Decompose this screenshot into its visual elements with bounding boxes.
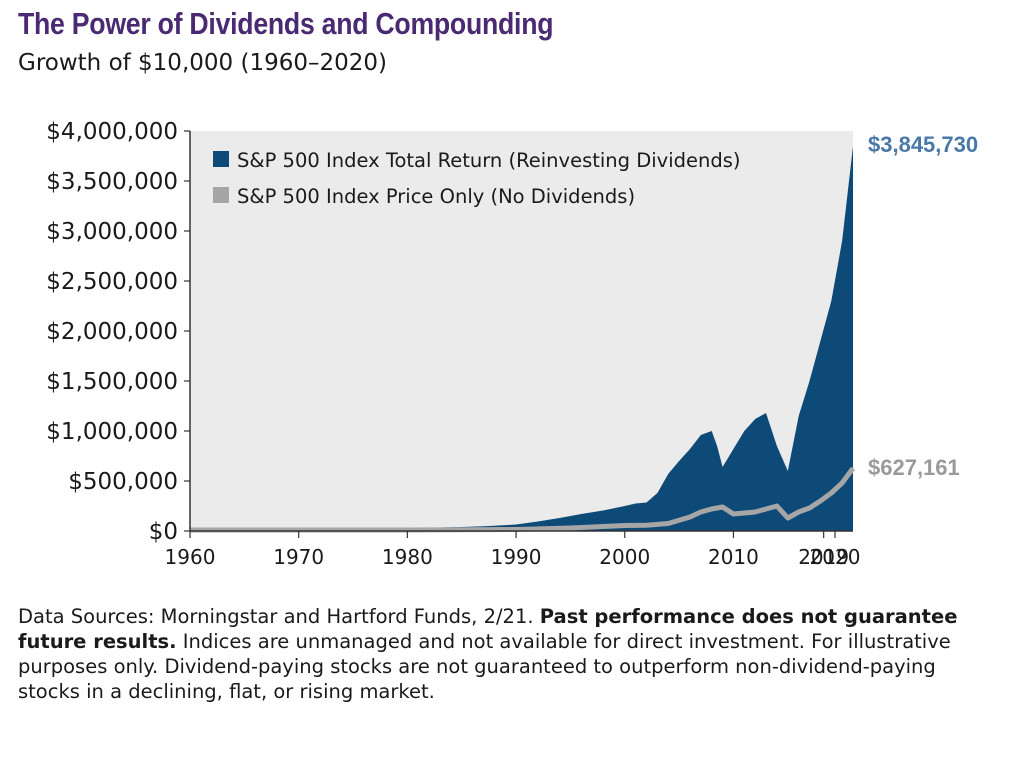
y-tick-label: $3,500,000 (46, 169, 178, 195)
x-tick-label: 1980 (382, 545, 433, 569)
chart-title: The Power of Dividends and Compounding (18, 6, 554, 41)
x-tick-label: 2010 (708, 545, 759, 569)
chart-subtitle: Growth of $10,000 (1960–2020) (18, 50, 387, 76)
y-tick-label: $1,500,000 (46, 369, 178, 395)
chart-canvas: $0 $500,000 $1,000,000 $1,500,000 $2,000,000… (46, 119, 978, 569)
y-tick-label: $2,000,000 (46, 319, 178, 345)
series-total-return-area (190, 146, 853, 531)
x-tick-label: 1990 (491, 545, 542, 569)
x-tick-label: 2019 (798, 545, 849, 569)
series-price-only-line (190, 466, 856, 533)
y-tick-label: $0 (149, 519, 178, 545)
series-layer (190, 146, 856, 533)
x-tick-label: 1970 (273, 545, 324, 569)
y-tick-label: $3,000,000 (46, 219, 178, 245)
y-tick-label: $1,000,000 (46, 419, 178, 445)
legend: S&P 500 Index Total Return (Reinvesting … (213, 149, 741, 208)
end-label-price-only: $627,161 (868, 455, 960, 480)
x-tick-label: 2000 (599, 545, 650, 569)
end-labels: $3,845,730 $627,161 (868, 132, 978, 480)
footnote-sources: Data Sources: Morningstar and Hartford F… (18, 605, 534, 628)
y-tick-label: $500,000 (68, 469, 178, 495)
footnote-disclaimer-bold: Past performance does not guarantee futu… (18, 605, 958, 653)
x-tick-label: 2020 (810, 545, 861, 569)
end-label-total-return: $3,845,730 (868, 132, 978, 157)
x-tick-label: 1960 (165, 545, 216, 569)
y-tick-label: $2,500,000 (46, 269, 178, 295)
axis-layer: $0 $500,000 $1,000,000 $1,500,000 $2,000,000… (46, 119, 860, 569)
y-tick-label: $4,000,000 (46, 119, 178, 145)
legend-label: S&P 500 Index Price Only (No Dividends) (237, 185, 635, 208)
legend-swatch (213, 187, 229, 203)
footnote-disclaimer: Indices are unmanaged and not available … (18, 630, 951, 703)
footnote: Data Sources: Morningstar and Hartford F… (18, 604, 978, 704)
legend-label: S&P 500 Index Total Return (Reinvesting … (237, 149, 741, 172)
legend-swatch (213, 151, 229, 167)
